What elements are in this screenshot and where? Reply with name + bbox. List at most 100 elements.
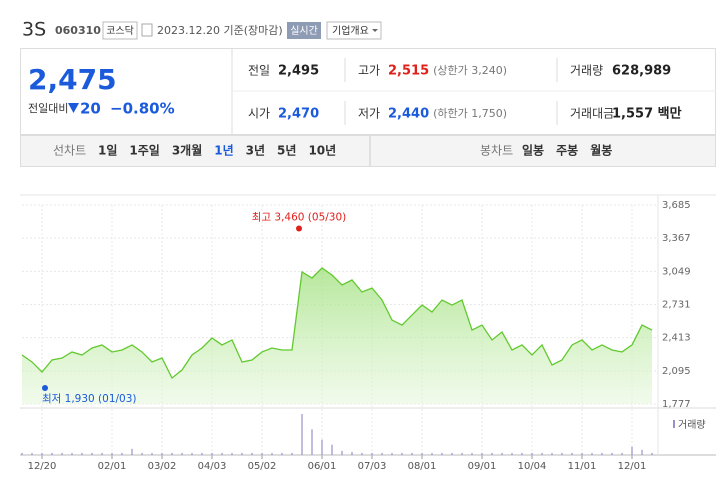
- high-marker: [296, 225, 302, 232]
- volume-bar: [371, 452, 373, 455]
- y-tick-label: 2,731: [662, 300, 691, 311]
- volume-bar: [361, 452, 363, 455]
- volume-bar: [411, 452, 413, 455]
- volume-bar: [561, 452, 563, 455]
- volume-bar: [141, 452, 143, 455]
- volume-bar: [431, 452, 433, 455]
- stat-value: 2,495: [278, 64, 319, 79]
- volume-bar: [531, 452, 533, 455]
- volume-bar: [271, 452, 273, 455]
- volume-bar: [161, 452, 163, 455]
- volume-bar: [171, 452, 173, 455]
- calendar-icon: [141, 23, 153, 37]
- volume-bar: [211, 452, 213, 455]
- volume-bar: [61, 452, 63, 455]
- volume-bar: [231, 452, 233, 455]
- change-rate: −0.80%: [110, 100, 175, 118]
- volume-bar: [511, 452, 513, 455]
- volume-bar: [551, 452, 553, 455]
- volume-bar: [71, 452, 73, 455]
- volume-bar: [191, 452, 193, 455]
- volume-bar: [451, 452, 453, 455]
- realtime-badge[interactable]: [287, 22, 321, 39]
- volume-bar: [631, 446, 633, 455]
- tab[interactable]: 일봉: [522, 144, 544, 158]
- volume-bar: [401, 452, 403, 455]
- tab[interactable]: 주봉: [556, 144, 578, 158]
- x-tick-label: 10/04: [518, 461, 547, 472]
- volume-bar: [181, 452, 183, 455]
- company-info-button[interactable]: [326, 21, 382, 40]
- volume-bar: [441, 452, 443, 455]
- volume-bar: [221, 452, 223, 455]
- stat-value: 2,515: [388, 64, 429, 79]
- company-info[interactable]: 기업개요: [332, 24, 369, 37]
- stat-note: (상한가 3,240): [433, 64, 507, 77]
- volume-bar: [391, 452, 393, 455]
- volume-bar: [91, 452, 93, 455]
- stat-label: 거래량: [570, 64, 603, 78]
- volume-bar: [321, 439, 323, 455]
- realtime[interactable]: 실시간: [290, 25, 318, 37]
- y-tick-label: 2,095: [662, 366, 691, 377]
- x-tick-label: 02/01: [98, 461, 127, 472]
- x-tick-label: 05/02: [248, 461, 277, 472]
- y-tick-label: 1,777: [662, 399, 691, 410]
- change: 20: [80, 100, 101, 118]
- x-tick-label: 06/01: [308, 461, 337, 472]
- volume-bar: [501, 452, 503, 455]
- tab[interactable]: 3개월: [172, 143, 202, 158]
- volume-bar: [421, 452, 423, 455]
- stat-value: 2,440: [388, 107, 429, 122]
- volume-bar: [611, 452, 613, 455]
- y-tick-label: 2,413: [662, 333, 691, 344]
- volume-bar: [581, 452, 583, 455]
- volume-bar: [331, 444, 333, 455]
- x-tick-label: 09/01: [468, 461, 497, 472]
- volume-bar: [641, 449, 643, 455]
- volume-bar: [311, 429, 313, 455]
- stat-value: 628,989: [612, 64, 671, 79]
- volume-bar: [21, 452, 23, 455]
- volume-bar: [101, 452, 103, 455]
- volume-bar: [541, 452, 543, 455]
- stat-label: 저가: [358, 107, 380, 121]
- price-line: [21, 267, 653, 380]
- volume-bar: [381, 452, 383, 455]
- stat-note: (하한가 1,750): [433, 106, 507, 120]
- volume-bar: [341, 450, 343, 455]
- volume-bar: [521, 452, 523, 455]
- volume-bar: [651, 452, 653, 455]
- stat-value: 1,557 백만: [612, 106, 682, 122]
- volume-bar: [571, 452, 573, 455]
- stat-label: 거래대금: [570, 107, 614, 121]
- volume-bar: [471, 452, 473, 455]
- volume-label: 거래량: [678, 419, 706, 431]
- tab[interactable]: 5년: [277, 144, 296, 158]
- stat-value: 2,470: [278, 107, 319, 122]
- volume-bar: [81, 452, 83, 455]
- tab[interactable]: 3년: [246, 144, 265, 158]
- tab-group-title: 선차트: [53, 144, 86, 158]
- low-label: 최저 1,930 (01/03): [42, 393, 137, 405]
- price: 2,475: [28, 63, 117, 96]
- volume-bar: [601, 452, 603, 455]
- volume-bar: [201, 452, 203, 455]
- y-tick-label: 3,367: [662, 233, 691, 244]
- x-tick-label: 12/01: [618, 461, 647, 472]
- tab[interactable]: 10년: [308, 144, 336, 158]
- stat-label: 시가: [248, 107, 270, 121]
- volume-bar: [151, 452, 153, 455]
- volume-bar: [111, 452, 113, 455]
- tab[interactable]: 1일: [98, 144, 117, 158]
- date: 2023.12.20 기준(장마감): [157, 24, 283, 37]
- tab[interactable]: 1주일: [129, 144, 159, 158]
- stock-code: 060310: [55, 24, 101, 37]
- low-marker: [42, 385, 48, 392]
- down-arrow: [68, 103, 79, 113]
- legend-swatch: [673, 420, 675, 428]
- tab[interactable]: 월봉: [590, 143, 612, 158]
- volume-bar: [491, 452, 493, 455]
- tab[interactable]: 1년: [214, 144, 233, 158]
